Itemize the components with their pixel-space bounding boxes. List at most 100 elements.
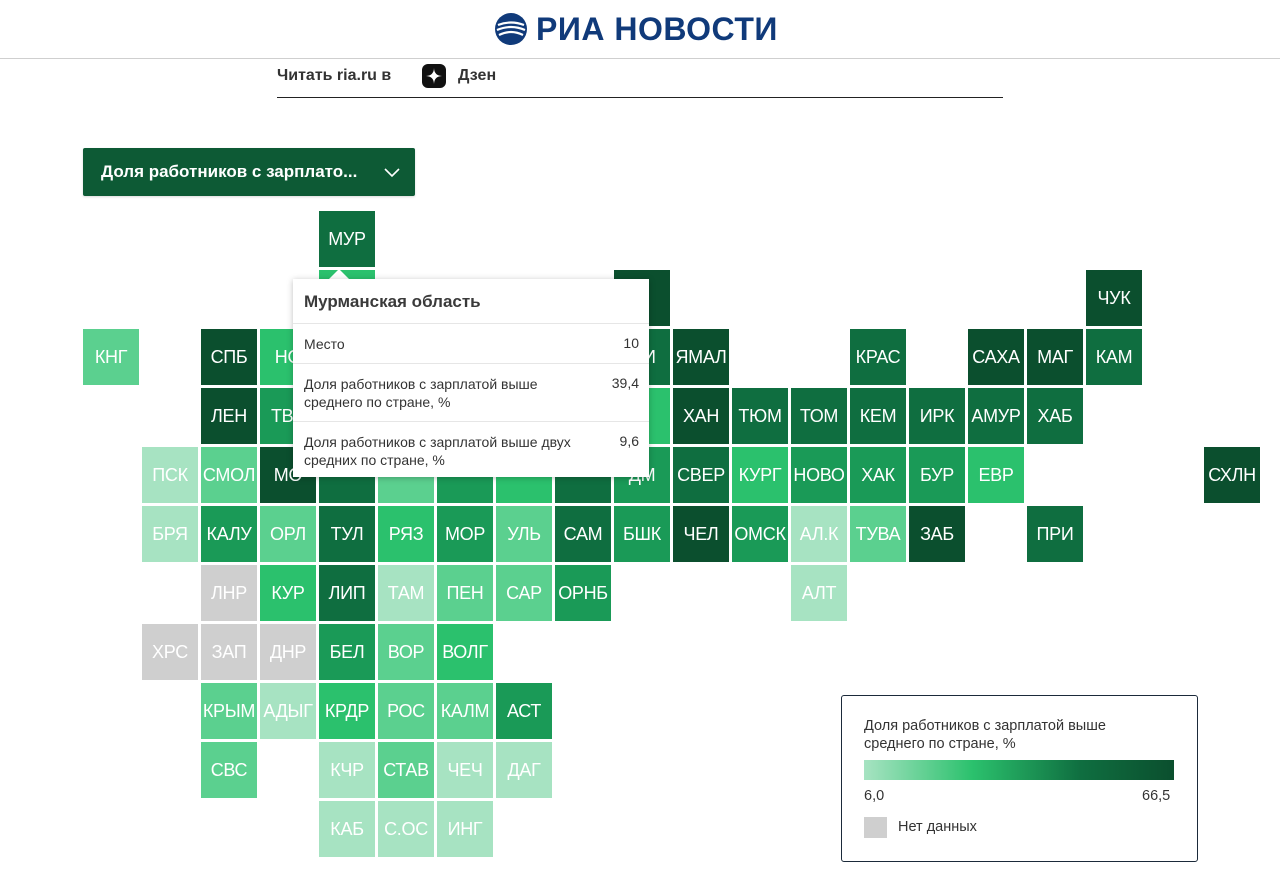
region-tile[interactable]: ТУЛ	[319, 506, 375, 562]
region-tile[interactable]: БУР	[909, 447, 965, 503]
region-tile[interactable]: АМУР	[968, 388, 1024, 444]
region-tile[interactable]: СВЕР	[673, 447, 729, 503]
region-tile[interactable]: СТАВ	[378, 742, 434, 798]
region-tile[interactable]: ПСК	[142, 447, 198, 503]
region-tile[interactable]: ЗАП	[201, 624, 257, 680]
region-tile[interactable]: ОМСК	[732, 506, 788, 562]
ria-logo[interactable]: РИА НОВОСТИ	[494, 9, 778, 49]
region-tile[interactable]: ЯМАЛ	[673, 329, 729, 385]
region-tile[interactable]: САХА	[968, 329, 1024, 385]
ria-globe-icon	[495, 13, 527, 45]
region-tile[interactable]: ПРИ	[1027, 506, 1083, 562]
region-tile[interactable]: АЛТ	[791, 565, 847, 621]
region-tile[interactable]: ХРС	[142, 624, 198, 680]
tooltip-row-key: Доля работников с зарплатой выше двух ср…	[304, 434, 571, 468]
region-tile[interactable]: ВОЛГ	[437, 624, 493, 680]
region-tile[interactable]: МОР	[437, 506, 493, 562]
region-tile[interactable]: ХАН	[673, 388, 729, 444]
tooltip-row-value: 39,4	[611, 375, 639, 391]
region-tile[interactable]: КУР	[260, 565, 316, 621]
region-tile[interactable]: ХАБ	[1027, 388, 1083, 444]
region-tile[interactable]: ЕВР	[968, 447, 1024, 503]
region-tile[interactable]: КУРГ	[732, 447, 788, 503]
logo-text: РИА НОВОСТИ	[536, 10, 778, 47]
region-tile[interactable]: СПБ	[201, 329, 257, 385]
region-tile[interactable]: КАЛМ	[437, 683, 493, 739]
dzen-icon[interactable]	[422, 64, 446, 88]
region-tile[interactable]: КЕМ	[850, 388, 906, 444]
legend-gradient-bar	[864, 760, 1174, 780]
region-tile[interactable]: АДЫГ	[260, 683, 316, 739]
region-tile[interactable]: СМОЛ	[201, 447, 257, 503]
region-tile[interactable]: КРАС	[850, 329, 906, 385]
region-tile[interactable]: КРЫМ	[201, 683, 257, 739]
region-tile[interactable]: КНГ	[83, 329, 139, 385]
region-tile[interactable]: АЛ.К	[791, 506, 847, 562]
tooltip-row-key: Место	[304, 336, 345, 352]
map-legend: Доля работников с зарплатой выше среднег…	[841, 695, 1198, 862]
indicator-dropdown[interactable]: Доля работников с зарплато...	[83, 148, 415, 196]
region-tile[interactable]: КРДР	[319, 683, 375, 739]
read-in-dzen-bar: Читать ria.ru в Дзен	[277, 60, 1003, 98]
region-tile[interactable]: ЛИП	[319, 565, 375, 621]
region-tile[interactable]: ПЕН	[437, 565, 493, 621]
region-tile[interactable]: РЯЗ	[378, 506, 434, 562]
region-tile[interactable]: МО	[260, 447, 316, 503]
region-tile[interactable]: АСТ	[496, 683, 552, 739]
region-tile[interactable]: ЛНР	[201, 565, 257, 621]
region-tile[interactable]: ДАГ	[496, 742, 552, 798]
region-tile[interactable]: БШК	[614, 506, 670, 562]
chevron-down-icon	[384, 168, 400, 178]
tooltip-pointer	[328, 269, 350, 280]
region-tile[interactable]: МАГ	[1027, 329, 1083, 385]
legend-min-value: 6,0	[864, 788, 885, 804]
legend-title: Доля работников с зарплатой выше среднег…	[864, 718, 1106, 752]
dzen-link[interactable]: Дзен	[458, 67, 497, 84]
read-in-text: Читать ria.ru в	[277, 67, 392, 84]
region-tile[interactable]: ИНГ	[437, 801, 493, 857]
tooltip-row-key: Доля работников с зарплатой выше среднег…	[304, 376, 538, 410]
region-tile[interactable]: ВОР	[378, 624, 434, 680]
region-tile[interactable]: КАЛУ	[201, 506, 257, 562]
region-tile[interactable]: СВС	[201, 742, 257, 798]
region-tile[interactable]: ЧЕЧ	[437, 742, 493, 798]
region-tile[interactable]: САР	[496, 565, 552, 621]
region-tooltip: Мурманская область Место 10 Доля работни…	[293, 279, 649, 477]
region-tile[interactable]: ТОМ	[791, 388, 847, 444]
region-tile[interactable]: МУР	[319, 211, 375, 267]
region-tile[interactable]: ЛЕН	[201, 388, 257, 444]
region-tile[interactable]: КАМ	[1086, 329, 1142, 385]
region-tile[interactable]: ДНР	[260, 624, 316, 680]
region-tile[interactable]: УЛЬ	[496, 506, 552, 562]
tooltip-row-share-above-two-averages: Доля работников с зарплатой выше двух ср…	[293, 421, 649, 478]
tooltip-row-value: 10	[623, 335, 639, 351]
region-tile[interactable]: С.ОС	[378, 801, 434, 857]
region-tile[interactable]: ОРЛ	[260, 506, 316, 562]
region-tile[interactable]: ТАМ	[378, 565, 434, 621]
region-tile[interactable]: ТУВА	[850, 506, 906, 562]
region-tile[interactable]: ЗАБ	[909, 506, 965, 562]
tooltip-row-rank: Место 10	[293, 323, 649, 364]
region-tile[interactable]: СХЛН	[1204, 447, 1260, 503]
region-tile[interactable]: ТЮМ	[732, 388, 788, 444]
tooltip-row-share-above-average: Доля работников с зарплатой выше среднег…	[293, 363, 649, 422]
legend-no-data-swatch	[864, 817, 887, 838]
region-tile[interactable]: ХАК	[850, 447, 906, 503]
region-tile[interactable]: САМ	[555, 506, 611, 562]
region-tile[interactable]: ЧУК	[1086, 270, 1142, 326]
tooltip-title: Мурманская область	[304, 292, 481, 311]
region-tile[interactable]: БЕЛ	[319, 624, 375, 680]
region-tile[interactable]: КЧР	[319, 742, 375, 798]
region-tile[interactable]: ИРК	[909, 388, 965, 444]
tooltip-row-value: 9,6	[619, 433, 639, 449]
region-tile[interactable]: НОВО	[791, 447, 847, 503]
region-tile[interactable]: БРЯ	[142, 506, 198, 562]
region-tile[interactable]: КАБ	[319, 801, 375, 857]
legend-max-value: 66,5	[1142, 788, 1171, 804]
legend-no-data-label: Нет данных	[898, 819, 977, 835]
region-tile[interactable]: ОРНБ	[555, 565, 611, 621]
region-tile[interactable]: ЧЕЛ	[673, 506, 729, 562]
dropdown-label: Доля работников с зарплато...	[101, 162, 358, 181]
site-header: РИА НОВОСТИ	[0, 0, 1280, 59]
region-tile[interactable]: РОС	[378, 683, 434, 739]
